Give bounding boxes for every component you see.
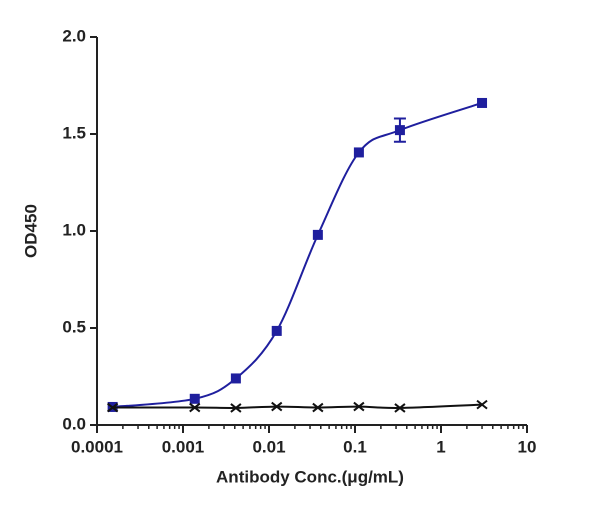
data-point [230, 403, 242, 413]
data-point [312, 402, 324, 413]
fit-curve [112, 102, 483, 408]
data-point [271, 325, 282, 336]
x-tick-label: 0.01 [252, 437, 285, 456]
data-point [353, 401, 365, 412]
x-axis-title: Antibody Conc.(μg/mL) [216, 467, 404, 486]
y-axis-title: OD450 [21, 204, 40, 258]
y-tick-label: 1.5 [62, 123, 86, 142]
y-tick-label: 2.0 [62, 26, 86, 45]
data-point [230, 373, 241, 384]
data-point [271, 401, 283, 412]
y-tick-label: 0.0 [62, 414, 86, 433]
data-point [476, 399, 488, 410]
data-point [107, 402, 119, 413]
x-tick-label: 0.0001 [71, 437, 123, 456]
x-tick-label: 0.001 [162, 437, 205, 456]
data-point [312, 229, 323, 240]
data-point [353, 147, 364, 158]
x-tick-label: 1 [436, 437, 445, 456]
data-point [477, 97, 488, 108]
x-tick-label: 10 [518, 437, 537, 456]
data-point [394, 125, 405, 136]
y-tick-label: 1.0 [62, 220, 86, 239]
data-point [189, 402, 201, 413]
x-tick-label: 0.1 [343, 437, 367, 456]
y-tick-label: 0.5 [62, 317, 86, 336]
fit-curve [112, 403, 483, 409]
data-point [394, 403, 406, 413]
data-point [189, 393, 200, 404]
